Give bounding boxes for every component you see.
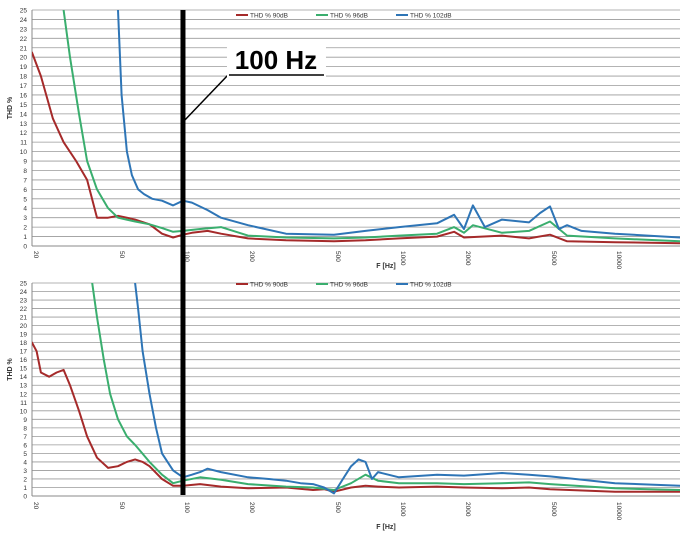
y-tick-label: 0 [23, 244, 27, 251]
y-tick-label: 14 [20, 374, 28, 381]
x-tick-label: 2000 [464, 251, 471, 266]
y-tick-label: 22 [20, 36, 28, 43]
y-tick-label: 14 [20, 111, 28, 118]
y-tick-label: 17 [20, 349, 28, 356]
y-tick-label: 0 [23, 494, 27, 501]
x-tick-label: 500 [334, 251, 341, 262]
x-tick-label: 20 [32, 502, 39, 510]
y-tick-label: 10 [20, 408, 28, 415]
y-tick-label: 9 [23, 417, 27, 424]
y-tick-label: 4 [23, 206, 27, 213]
y-tick-label: 21 [20, 315, 28, 322]
x-tick-label: 50 [118, 502, 125, 510]
x-tick-label: 5000 [550, 251, 557, 266]
y-tick-label: 8 [23, 168, 27, 175]
y-tick-label: 20 [20, 55, 28, 62]
y-tick-label: 25 [20, 8, 28, 15]
y-tick-label: 10 [20, 149, 28, 156]
y-tick-label: 1 [23, 485, 27, 492]
y-tick-label: 19 [20, 332, 28, 339]
y-tick-label: 5 [23, 196, 27, 203]
y-tick-label: 13 [20, 121, 28, 128]
y-tick-label: 19 [20, 64, 28, 71]
x-tick-label: 500 [334, 502, 341, 513]
y-tick-label: 4 [23, 459, 27, 466]
y-tick-label: 12 [20, 130, 28, 137]
x-tick-label: 10000 [615, 251, 622, 269]
y-tick-label: 24 [20, 17, 28, 24]
legend-label: THD % 102dB [410, 282, 452, 289]
y-tick-label: 11 [20, 140, 27, 147]
y-tick-label: 20 [20, 323, 28, 330]
y-axis-label: THD % [7, 357, 14, 380]
x-tick-label: 20 [32, 251, 39, 259]
y-tick-label: 7 [23, 434, 27, 441]
y-tick-label: 2 [23, 225, 27, 232]
legend-label: THD % 90dB [250, 282, 288, 289]
x-tick-label: 200 [248, 502, 255, 513]
y-tick-label: 15 [20, 366, 28, 373]
y-tick-label: 12 [20, 391, 28, 398]
y-tick-label: 16 [20, 357, 28, 364]
legend-label: THD % 102dB [410, 13, 452, 20]
y-tick-label: 22 [20, 306, 28, 313]
y-tick-label: 7 [23, 177, 27, 184]
y-tick-label: 24 [20, 289, 28, 296]
x-tick-label: 50 [118, 251, 125, 259]
y-tick-label: 16 [20, 92, 28, 99]
x-tick-label: 1000 [399, 502, 406, 517]
x-axis-label: F [Hz] [376, 263, 395, 270]
y-tick-label: 15 [20, 102, 28, 109]
y-tick-label: 6 [23, 442, 27, 449]
legend-label: THD % 96dB [330, 13, 368, 20]
y-tick-label: 18 [20, 340, 28, 347]
y-tick-label: 25 [20, 281, 28, 288]
y-tick-label: 23 [20, 26, 28, 33]
y-tick-label: 3 [23, 468, 27, 475]
y-tick-label: 3 [23, 215, 27, 222]
x-tick-label: 1000 [399, 251, 406, 266]
x-tick-label: 200 [248, 251, 255, 262]
legend-label: THD % 96dB [330, 282, 368, 289]
x-tick-label: 5000 [550, 502, 557, 517]
y-tick-label: 17 [20, 83, 28, 90]
y-tick-label: 18 [20, 74, 28, 81]
y-tick-label: 13 [20, 383, 28, 390]
y-tick-label: 6 [23, 187, 27, 194]
y-tick-label: 5 [23, 451, 27, 458]
y-tick-label: 2 [23, 476, 27, 483]
x-tick-label: 100 [183, 502, 190, 513]
y-tick-label: 11 [20, 400, 27, 407]
y-tick-label: 23 [20, 298, 28, 305]
y-tick-label: 1 [23, 234, 27, 241]
y-axis-label: THD % [7, 96, 14, 119]
x-axis-label: F [Hz] [376, 524, 395, 531]
x-tick-label: 10000 [615, 502, 622, 520]
x-tick-label: 2000 [464, 502, 471, 517]
callout-label: 100 Hz [235, 45, 317, 75]
y-tick-label: 9 [23, 159, 27, 166]
y-tick-label: 8 [23, 425, 27, 432]
y-tick-label: 21 [20, 45, 28, 52]
legend-label: THD % 90dB [250, 13, 288, 20]
